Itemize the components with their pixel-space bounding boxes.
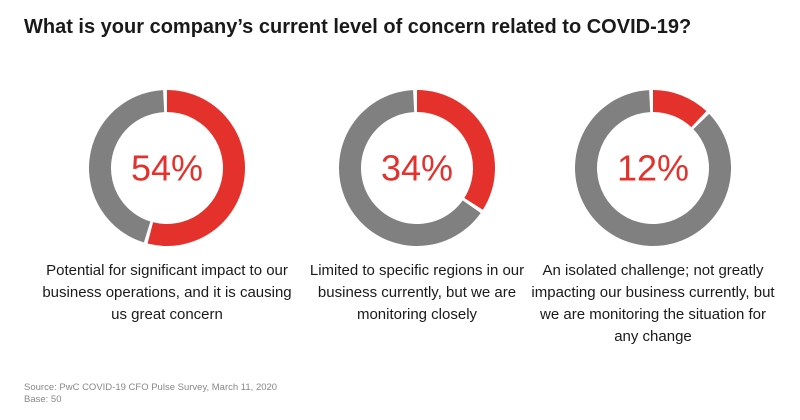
donut-remainder-arc bbox=[338, 90, 481, 247]
donut-value-arc bbox=[147, 90, 245, 246]
donut-value-label: 12% bbox=[617, 148, 689, 189]
donut-chart-significant-impact: 54% bbox=[88, 90, 245, 246]
donut-panel-limited-regions: 34% Limited to specific regions in our b… bbox=[292, 88, 542, 326]
donut-category-label: Potential for significant impact to our … bbox=[42, 262, 292, 323]
donut-panel-isolated-challenge: 12% An isolated challenge; not greatly i… bbox=[528, 88, 778, 348]
donut-category-label: An isolated challenge; not greatly impac… bbox=[531, 262, 775, 345]
donut-chart-limited-regions: 34% bbox=[338, 90, 495, 247]
donut-value-arc bbox=[417, 90, 495, 210]
donut-value-label: 54% bbox=[131, 148, 203, 189]
donut-value-label: 34% bbox=[381, 148, 453, 189]
chart-footer: Source: PwC COVID-19 CFO Pulse Survey, M… bbox=[24, 382, 277, 406]
chart-title: What is your company’s current level of … bbox=[24, 16, 692, 38]
donut-value-arc bbox=[653, 90, 707, 128]
donut-category-label: Limited to specific regions in our busin… bbox=[309, 262, 525, 323]
donut-chart-isolated-challenge: 12% bbox=[575, 90, 732, 247]
donut-remainder-arc bbox=[88, 90, 165, 243]
donut-panel-significant-impact: 54% Potential for significant impact to … bbox=[42, 88, 292, 326]
source-note: Source: PwC COVID-19 CFO Pulse Survey, M… bbox=[24, 382, 278, 393]
base-note: Base: 50 bbox=[24, 394, 62, 405]
